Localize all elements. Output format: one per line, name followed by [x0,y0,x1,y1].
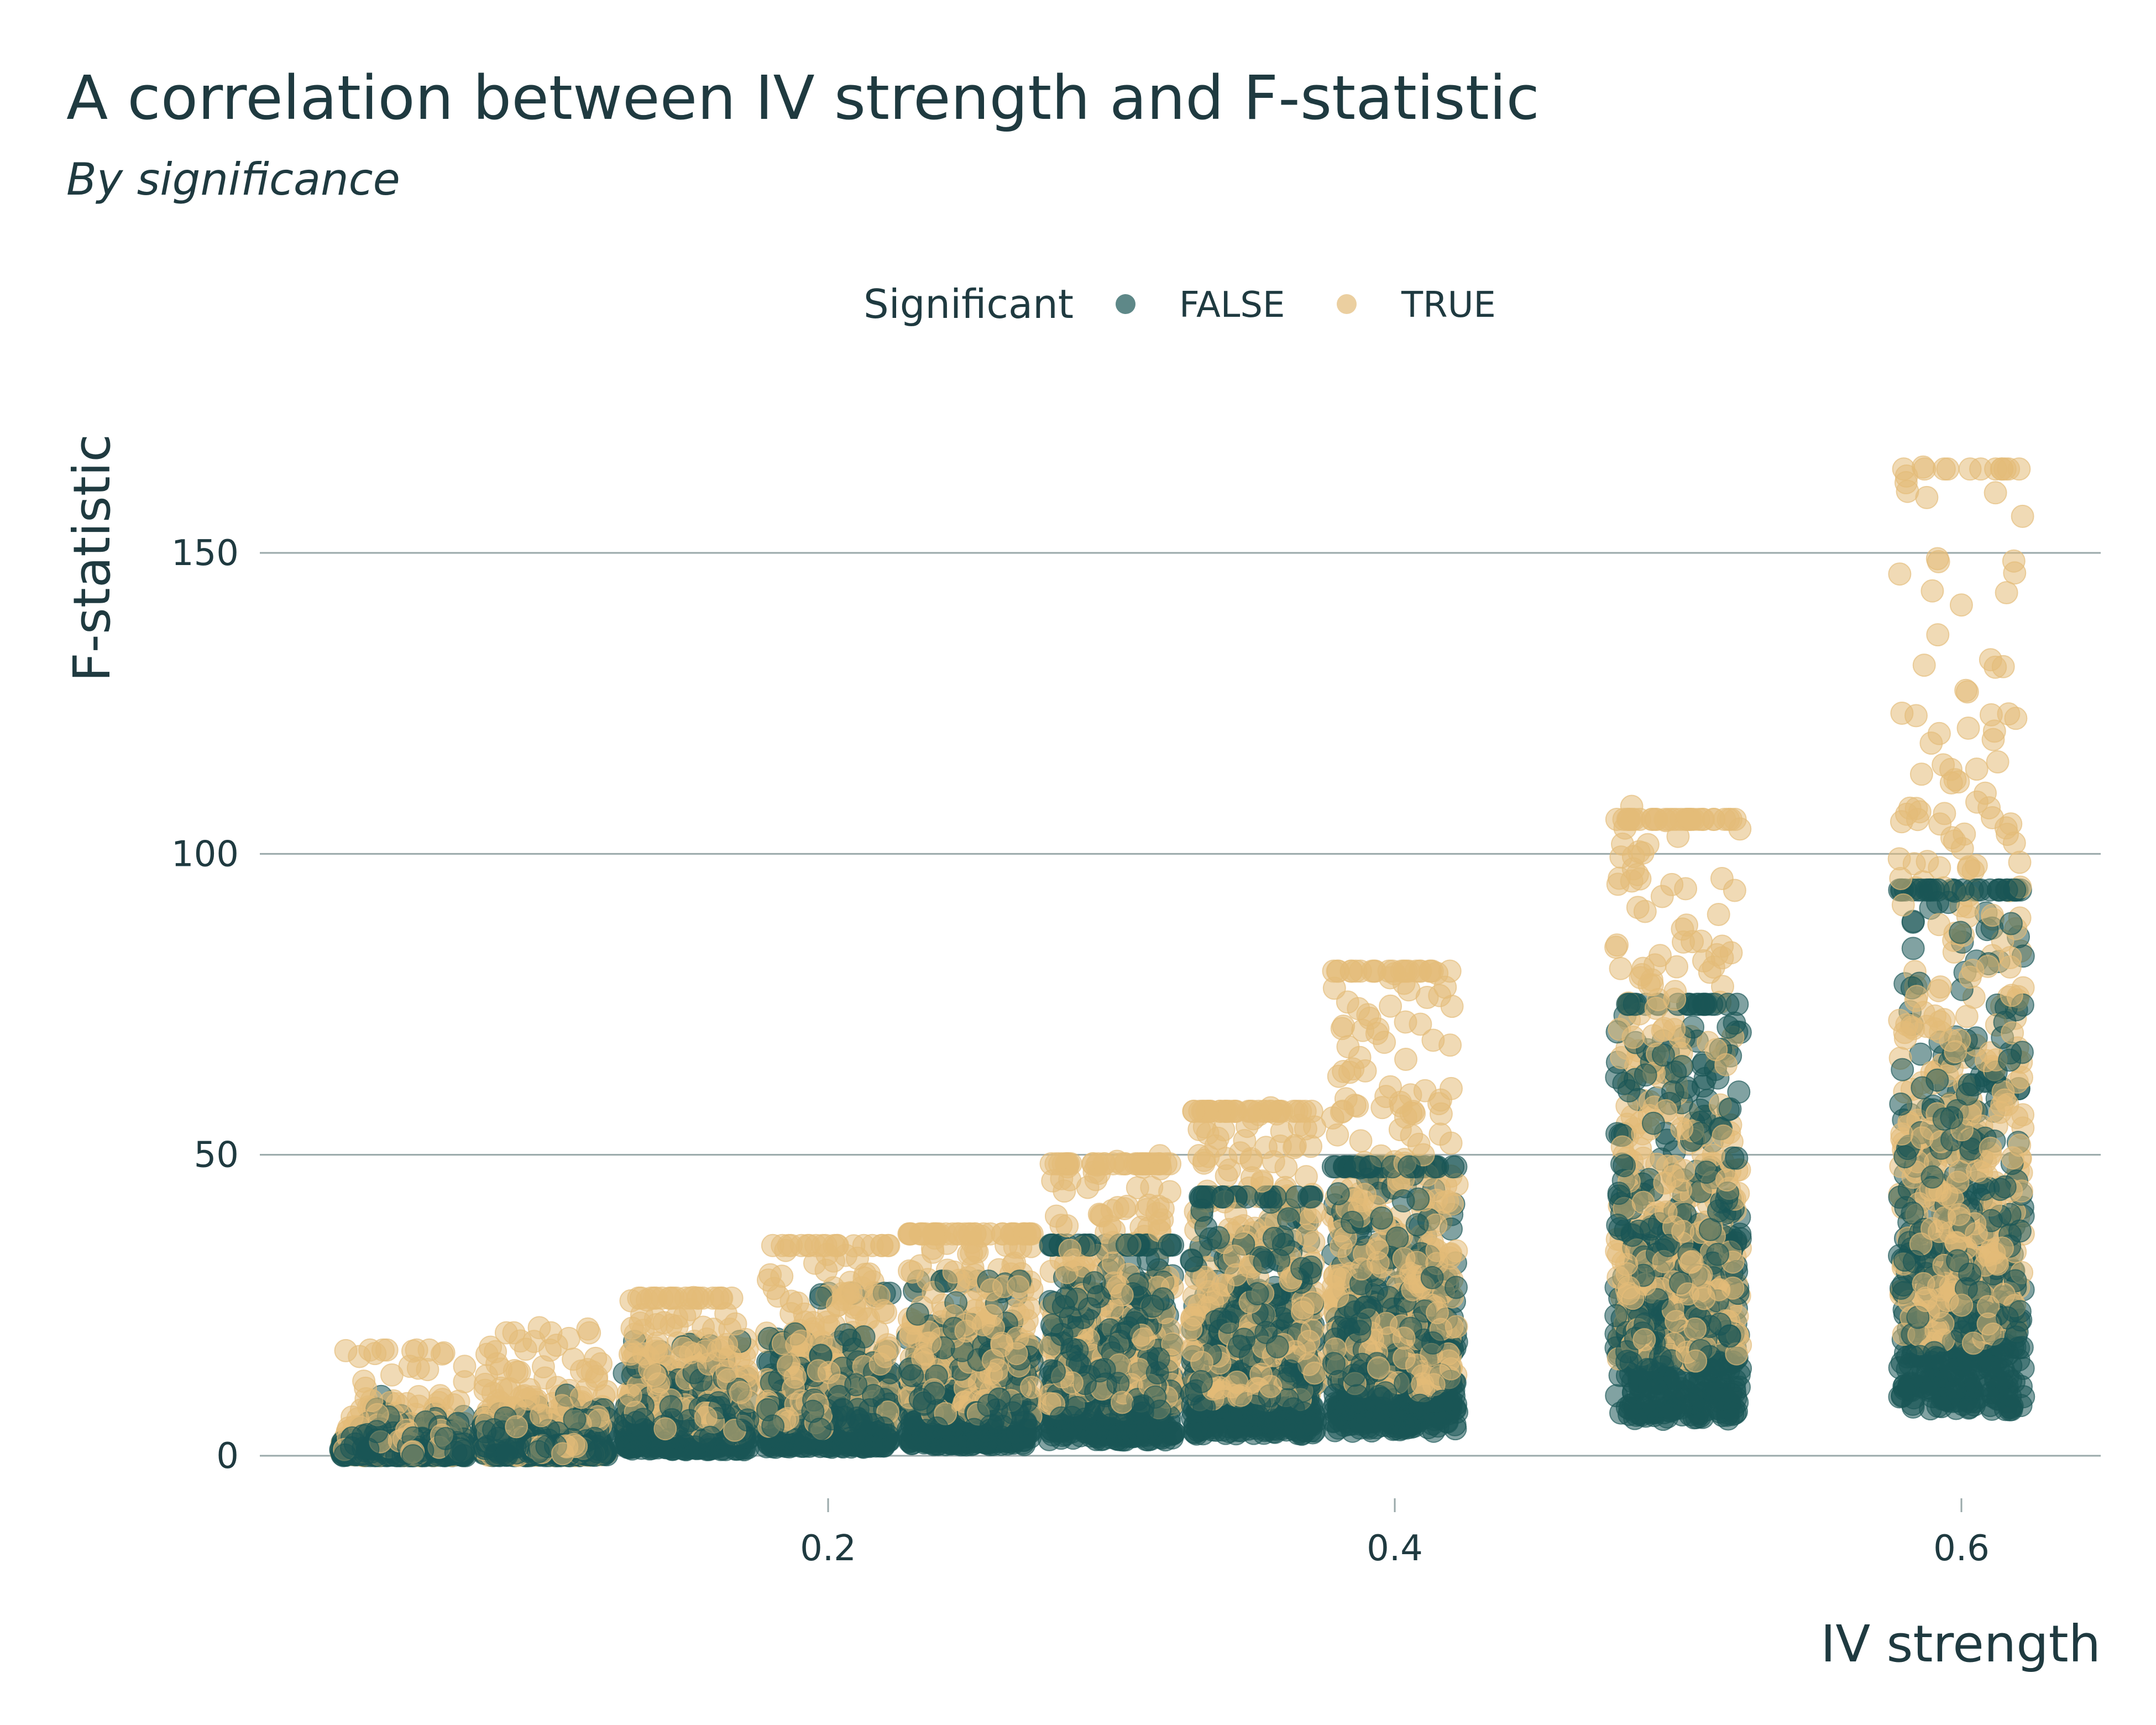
point-true [1984,481,2007,505]
point-true [1956,717,1980,740]
point-true [1349,1129,1373,1153]
chart-title: A correlation between IV strength and F-… [66,62,1540,133]
point-true [1955,1005,1979,1028]
x-tick-label: 0.2 [800,1528,856,1569]
legend-title: Significant [864,281,1074,327]
point-true [1954,678,1978,702]
chart-subtitle: By significance [66,154,400,205]
point-true [1890,702,1914,725]
point-true [1912,654,1936,677]
point-true [1719,941,1743,965]
point-true [557,1326,580,1350]
legend: Significant FALSE TRUE [864,281,1496,327]
point-true [1926,623,1950,647]
y-tick-label: 100 [171,834,239,875]
point-true [1986,750,2010,773]
point-false [1901,937,1925,960]
point-true [2004,707,2028,730]
point-true [2008,850,2032,874]
point-true [1723,879,1746,902]
x-tick-label: 0.4 [1367,1528,1423,1569]
point-true [1909,762,1933,786]
x-tick-label: 0.6 [1933,1528,1990,1569]
scatter-points [329,455,2035,1467]
point-true [1274,1156,1298,1179]
point-true [1394,1048,1417,1071]
y-axis-ticks: 0 50 100 150 [171,533,239,1477]
x-axis-ticks: 0.2 0.4 0.6 [800,1498,1990,1569]
legend-label-false: FALSE [1179,285,1285,326]
y-tick-label: 0 [216,1436,239,1477]
legend-marker-false [1116,294,1135,314]
point-true [1936,457,1960,481]
point-true [1294,1165,1318,1189]
point-true [1428,1122,1452,1146]
point-true [358,1338,382,1362]
point-true [453,1355,477,1378]
y-tick-label: 50 [194,1135,239,1176]
point-true [1332,1015,1356,1038]
legend-label-true: TRUE [1401,285,1496,326]
point-true [2011,504,2034,528]
y-gridlines [260,552,2101,1457]
legend-marker-true [1337,294,1357,314]
y-tick-label: 150 [171,533,239,574]
